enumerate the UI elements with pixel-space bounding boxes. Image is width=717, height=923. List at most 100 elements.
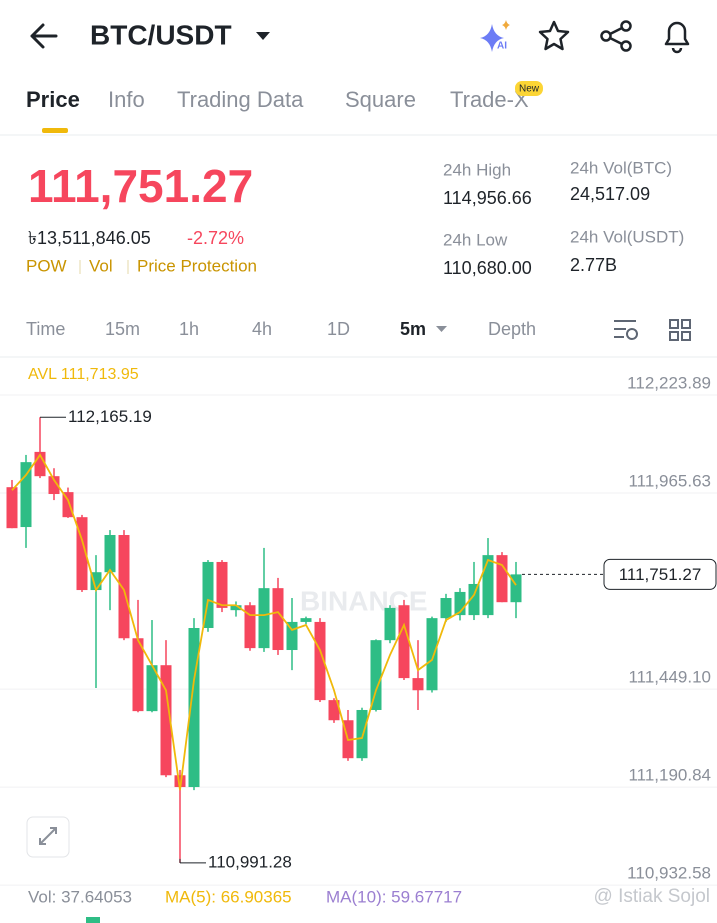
annotation-label: 112,165.19 [68, 407, 152, 426]
candle-body [398, 605, 410, 679]
tab[interactable]: Square [345, 87, 416, 112]
candle-body [258, 588, 270, 649]
last-price: 111,751.27 [28, 160, 253, 212]
ai-sparkle [480, 24, 504, 52]
stat-value: 114,956.66 [443, 188, 532, 208]
new-badge [515, 81, 543, 96]
y-tick-label: 112,223.89 [627, 373, 711, 392]
pair-dropdown[interactable] [256, 32, 270, 40]
volume-ma10: MA(10): 59.67717 [326, 887, 462, 906]
candle-body [62, 492, 74, 518]
fullscreen-button[interactable] [26, 816, 70, 858]
candle-body [244, 605, 256, 649]
tab[interactable]: Trading Data [177, 87, 304, 112]
pair-title[interactable]: BTC/USDT [90, 19, 232, 50]
ai-button[interactable]: AI [480, 20, 510, 52]
back-button[interactable] [30, 23, 58, 49]
y-tick-label: 111,449.10 [628, 668, 711, 687]
layout-button[interactable] [669, 319, 691, 341]
candle-body [34, 451, 46, 477]
layout-cell [681, 319, 691, 329]
new-badge-text: New [519, 84, 540, 95]
candle-body [90, 572, 102, 591]
tag[interactable]: Price Protection [137, 256, 257, 275]
volume-bar-peek [86, 917, 100, 923]
share-node [620, 20, 632, 32]
candle-body [160, 665, 172, 776]
candle-body [412, 678, 424, 691]
user-watermark: @ Istiak Sojol [594, 886, 710, 907]
y-tick-label: 110,932.58 [627, 864, 711, 883]
candle-body [272, 588, 284, 651]
candle-body [20, 462, 32, 528]
favorite-button[interactable] [538, 20, 570, 51]
candle-body [482, 555, 494, 616]
candle-body [426, 618, 438, 691]
candle-body [328, 700, 340, 721]
interval-active[interactable]: 5m [400, 319, 426, 339]
settings-gear [626, 328, 638, 340]
y-tick-label: 111,190.84 [628, 766, 711, 785]
candlestick-chart: 112,223.89 111,965.63 111,449.10 111,190.84… [0, 373, 717, 886]
share-links [609, 26, 623, 46]
tab-active[interactable]: Price [26, 87, 80, 112]
interval[interactable]: 1h [179, 319, 199, 339]
candle-body [370, 640, 382, 710]
candle-body [356, 709, 368, 759]
share-button[interactable] [600, 20, 632, 52]
tag[interactable]: POW [26, 256, 67, 275]
share-node [600, 30, 612, 42]
interval-dropdown[interactable] [436, 326, 447, 332]
candle-body [496, 555, 508, 603]
interval[interactable]: 1D [327, 319, 350, 339]
candle-body [440, 598, 452, 619]
current-price-box [603, 558, 717, 590]
candle-body [6, 487, 18, 529]
interval[interactable]: Depth [488, 319, 536, 339]
candle-body [174, 775, 186, 788]
candle-body [132, 638, 144, 712]
fullscreen-frame [26, 816, 70, 858]
stat-label: 24h Vol(USDT) [570, 227, 684, 246]
candle-body [48, 476, 60, 495]
candle-body [104, 535, 116, 573]
fiat-price: ৳13,511,846.05 [28, 228, 151, 248]
ai-sparkle-small [502, 20, 510, 30]
candle-body [76, 517, 88, 591]
candle-body [510, 574, 522, 603]
ai-label: AI [497, 41, 507, 52]
notification-button[interactable] [664, 21, 690, 54]
stat-value: 2.77B [570, 255, 617, 275]
candle-body [216, 561, 228, 608]
indicator-settings[interactable] [614, 320, 638, 340]
candle-body [454, 591, 466, 616]
candle-body [188, 628, 200, 788]
annotation-label: 110,991.28 [208, 852, 292, 871]
layout-cell [669, 319, 679, 329]
settings-lines [614, 320, 636, 338]
interval[interactable]: Time [26, 319, 65, 339]
fullscreen-icon [39, 827, 57, 845]
current-price-label: 111,751.27 [619, 565, 702, 584]
volume-ma5: MA(5): 66.90365 [165, 887, 292, 906]
candle-body [300, 618, 312, 622]
candle-body [314, 621, 326, 701]
candle-body [468, 583, 480, 616]
stat-label: 24h Vol(BTC) [570, 158, 672, 177]
y-tick-label: 111,965.63 [628, 472, 711, 491]
volume-label: Vol: 37.64053 [28, 887, 132, 906]
price-change: -2.72% [187, 228, 244, 248]
candle-body [286, 621, 298, 651]
candle-body [384, 607, 396, 641]
ma-line [11, 453, 517, 791]
stat-value: 110,680.00 [443, 258, 532, 278]
tab[interactable]: Info [108, 87, 145, 112]
interval[interactable]: 4h [252, 319, 272, 339]
avl-label: AVL 111,713.95 [28, 366, 139, 383]
tag[interactable]: Vol [89, 256, 113, 275]
interval[interactable]: 15m [105, 319, 140, 339]
share-node [620, 40, 632, 52]
stat-label: 24h High [443, 160, 511, 179]
layout-cell [669, 331, 679, 341]
